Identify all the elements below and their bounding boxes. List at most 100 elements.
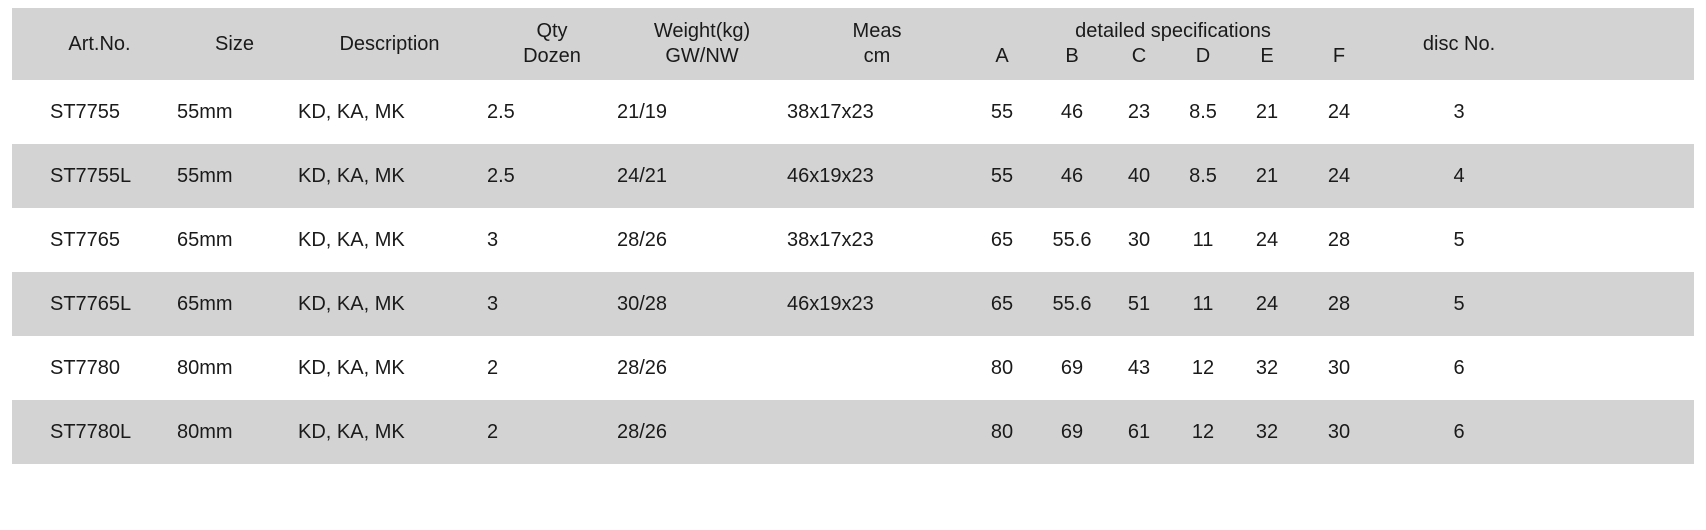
cell-description: KD, KA, MK bbox=[292, 165, 487, 188]
cell-b: 46 bbox=[1037, 101, 1107, 124]
cell-d: 12 bbox=[1171, 357, 1235, 380]
header-qty-line1: Qty bbox=[487, 19, 617, 44]
cell-a: 55 bbox=[967, 101, 1037, 124]
table-row: ST7755L55mmKD, KA, MK2.524/2146x19x23554… bbox=[12, 144, 1694, 208]
cell-a: 65 bbox=[967, 293, 1037, 316]
cell-f: 30 bbox=[1299, 421, 1379, 444]
header-weight: Weight(kg) GW/NW bbox=[617, 19, 787, 69]
header-size: Size bbox=[177, 32, 292, 57]
cell-qty: 2 bbox=[487, 357, 617, 380]
cell-c: 30 bbox=[1107, 229, 1171, 252]
spec-table: Art.No. Size Description Qty Dozen Weigh… bbox=[12, 8, 1694, 464]
cell-description: KD, KA, MK bbox=[292, 101, 487, 124]
cell-c: 40 bbox=[1107, 165, 1171, 188]
cell-weight: 21/19 bbox=[617, 101, 787, 124]
cell-art-no: ST7755 bbox=[22, 101, 177, 124]
cell-e: 32 bbox=[1235, 357, 1299, 380]
cell-a: 80 bbox=[967, 421, 1037, 444]
cell-e: 24 bbox=[1235, 229, 1299, 252]
cell-a: 65 bbox=[967, 229, 1037, 252]
header-col-f: F bbox=[1299, 44, 1379, 69]
cell-b: 46 bbox=[1037, 165, 1107, 188]
cell-qty: 3 bbox=[487, 229, 617, 252]
cell-art-no: ST7780 bbox=[22, 357, 177, 380]
cell-d: 12 bbox=[1171, 421, 1235, 444]
header-spec-group: detailed specifications A B C D E F bbox=[967, 19, 1379, 69]
header-spec-group-title: detailed specifications bbox=[967, 19, 1379, 44]
header-qty: Qty Dozen bbox=[487, 19, 617, 69]
cell-qty: 2.5 bbox=[487, 165, 617, 188]
cell-weight: 28/26 bbox=[617, 357, 787, 380]
cell-disc-no: 4 bbox=[1379, 165, 1539, 188]
cell-c: 23 bbox=[1107, 101, 1171, 124]
cell-e: 21 bbox=[1235, 101, 1299, 124]
header-disc-no-label: disc No. bbox=[1379, 33, 1539, 56]
cell-e: 21 bbox=[1235, 165, 1299, 188]
header-spec-columns: A B C D E F bbox=[967, 44, 1379, 69]
header-col-b: B bbox=[1037, 44, 1107, 69]
header-meas: Meas cm bbox=[787, 19, 967, 69]
cell-weight: 24/21 bbox=[617, 165, 787, 188]
cell-d: 8.5 bbox=[1171, 101, 1235, 124]
cell-art-no: ST7755L bbox=[22, 165, 177, 188]
cell-b: 55.6 bbox=[1037, 229, 1107, 252]
cell-c: 51 bbox=[1107, 293, 1171, 316]
cell-art-no: ST7765L bbox=[22, 293, 177, 316]
header-size-label: Size bbox=[177, 32, 292, 57]
cell-f: 24 bbox=[1299, 165, 1379, 188]
cell-e: 24 bbox=[1235, 293, 1299, 316]
header-art-no-label: Art.No. bbox=[22, 32, 177, 57]
cell-disc-no: 5 bbox=[1379, 293, 1539, 316]
cell-meas: 38x17x23 bbox=[787, 101, 967, 124]
cell-qty: 2 bbox=[487, 421, 617, 444]
header-col-e: E bbox=[1235, 44, 1299, 69]
header-art-no: Art.No. bbox=[22, 32, 177, 57]
cell-size: 80mm bbox=[177, 421, 292, 444]
table-row: ST778080mmKD, KA, MK228/268069431232306 bbox=[12, 336, 1694, 400]
cell-size: 55mm bbox=[177, 101, 292, 124]
header-weight-line2: GW/NW bbox=[617, 44, 787, 69]
header-disc-no: disc No. bbox=[1379, 33, 1539, 56]
cell-c: 61 bbox=[1107, 421, 1171, 444]
cell-meas: 46x19x23 bbox=[787, 165, 967, 188]
cell-b: 55.6 bbox=[1037, 293, 1107, 316]
cell-d: 11 bbox=[1171, 229, 1235, 252]
table-row: ST7765L65mmKD, KA, MK330/2846x19x236555.… bbox=[12, 272, 1694, 336]
cell-f: 28 bbox=[1299, 293, 1379, 316]
cell-meas: 46x19x23 bbox=[787, 293, 967, 316]
table-row: ST7780L80mmKD, KA, MK228/268069611232306 bbox=[12, 400, 1694, 464]
cell-meas: 38x17x23 bbox=[787, 229, 967, 252]
cell-f: 30 bbox=[1299, 357, 1379, 380]
cell-d: 11 bbox=[1171, 293, 1235, 316]
header-col-a: A bbox=[967, 44, 1037, 69]
table-row: ST775555mmKD, KA, MK2.521/1938x17x235546… bbox=[12, 80, 1694, 144]
cell-disc-no: 6 bbox=[1379, 357, 1539, 380]
cell-d: 8.5 bbox=[1171, 165, 1235, 188]
cell-e: 32 bbox=[1235, 421, 1299, 444]
cell-art-no: ST7765 bbox=[22, 229, 177, 252]
cell-size: 65mm bbox=[177, 293, 292, 316]
cell-weight: 30/28 bbox=[617, 293, 787, 316]
header-meas-line1: Meas bbox=[787, 19, 967, 44]
header-weight-line1: Weight(kg) bbox=[617, 19, 787, 44]
table-body: ST775555mmKD, KA, MK2.521/1938x17x235546… bbox=[12, 80, 1694, 464]
header-col-c: C bbox=[1107, 44, 1171, 69]
cell-qty: 3 bbox=[487, 293, 617, 316]
cell-disc-no: 6 bbox=[1379, 421, 1539, 444]
cell-disc-no: 5 bbox=[1379, 229, 1539, 252]
cell-art-no: ST7780L bbox=[22, 421, 177, 444]
cell-size: 80mm bbox=[177, 357, 292, 380]
table-row: ST776565mmKD, KA, MK328/2638x17x236555.6… bbox=[12, 208, 1694, 272]
cell-description: KD, KA, MK bbox=[292, 229, 487, 252]
header-description: Description bbox=[292, 32, 487, 57]
header-meas-line2: cm bbox=[787, 44, 967, 69]
cell-size: 65mm bbox=[177, 229, 292, 252]
cell-a: 55 bbox=[967, 165, 1037, 188]
cell-f: 28 bbox=[1299, 229, 1379, 252]
cell-qty: 2.5 bbox=[487, 101, 617, 124]
cell-description: KD, KA, MK bbox=[292, 421, 487, 444]
cell-description: KD, KA, MK bbox=[292, 293, 487, 316]
cell-weight: 28/26 bbox=[617, 421, 787, 444]
cell-f: 24 bbox=[1299, 101, 1379, 124]
header-qty-line2: Dozen bbox=[487, 44, 617, 69]
